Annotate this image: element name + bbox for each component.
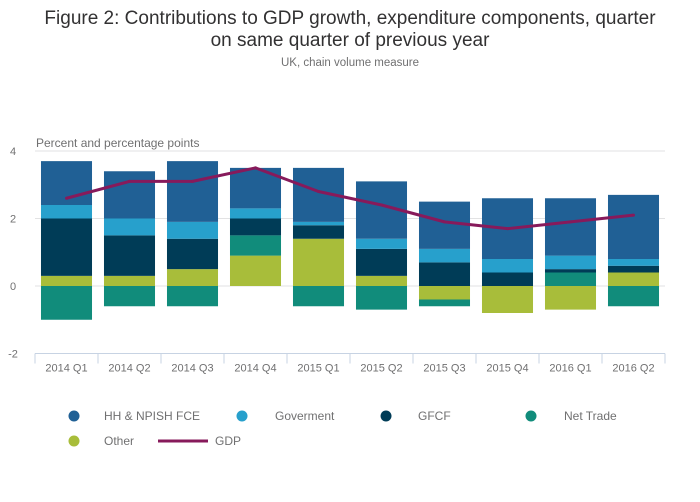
bar-gfcf (355, 248, 408, 276)
bar-gfcf (292, 225, 345, 239)
x-tick-label: 2014 Q2 (108, 363, 150, 375)
bar-gfcf (481, 272, 534, 286)
bar-net-trade (418, 299, 471, 307)
y-tick-label: 4 (10, 146, 16, 158)
legend-item-hh-npish-fce: HH & NPISH FCE (68, 409, 200, 423)
legend-label: GFCF (418, 409, 451, 423)
bar-net-trade (40, 286, 93, 320)
bar-hh-npish-fce (418, 201, 471, 249)
bar-goverment (103, 218, 156, 236)
bar-other (292, 238, 345, 286)
bar-gfcf (103, 235, 156, 276)
bar-other (481, 286, 534, 313)
bar-goverment (355, 238, 408, 249)
bar-other (229, 255, 282, 286)
bar-gfcf (229, 218, 282, 236)
legend-label: GDP (215, 434, 241, 448)
legend-item-gfcf: GFCF (380, 409, 451, 423)
gdp-point (380, 203, 383, 207)
x-tick-label: 2016 Q1 (549, 363, 591, 375)
bar-net-trade (229, 235, 282, 256)
legend-label: Goverment (275, 409, 335, 423)
bar-other (103, 275, 156, 286)
gdp-point (506, 227, 509, 231)
bar-goverment (607, 259, 660, 266)
bar-net-trade (103, 286, 156, 307)
x-tick-label: 2014 Q4 (234, 363, 276, 375)
bar-net-trade (292, 286, 345, 307)
gdp-point (569, 220, 572, 224)
bar-hh-npish-fce (103, 171, 156, 219)
legend-marker-icon (68, 410, 80, 422)
legend-label: HH & NPISH FCE (104, 409, 200, 423)
legend-item-net-trade: Net Trade (525, 409, 617, 423)
legend-marker-icon (236, 410, 248, 422)
x-tick-label: 2015 Q2 (360, 363, 402, 375)
bar-hh-npish-fce (544, 198, 597, 256)
bar-other (355, 275, 408, 286)
bar-gfcf (40, 218, 93, 276)
legend-marker-icon (68, 435, 80, 447)
legend-marker-icon (380, 410, 392, 422)
bar-other (418, 286, 471, 300)
gdp-point (317, 190, 320, 193)
bar-net-trade (544, 272, 597, 286)
chart-subtitle: UK, chain volume measure (280, 57, 420, 69)
bar-goverment (418, 248, 471, 263)
x-tick-label: 2015 Q1 (297, 363, 339, 375)
gdp-point (632, 213, 635, 217)
y-axis-label: Percent and percentage points (36, 136, 199, 150)
bar-gfcf (607, 265, 660, 273)
bar-other (166, 269, 219, 286)
bar-goverment (481, 259, 534, 273)
bar-gfcf (166, 238, 219, 270)
legend-item-other: Other (68, 434, 134, 448)
bar-goverment (292, 221, 345, 226)
bar-goverment (544, 255, 597, 270)
bar-other (40, 275, 93, 286)
legend-item-gdp: GDP (158, 434, 241, 448)
y-tick-label: 2 (10, 214, 16, 226)
x-tick-label: 2014 Q3 (171, 363, 213, 375)
x-tick-label: 2015 Q3 (423, 363, 465, 375)
bar-net-trade (607, 286, 660, 307)
chart-title: Figure 2: Contributions to GDP growth, e… (44, 8, 656, 51)
gdp-point (443, 220, 446, 224)
y-tick-label: -2 (8, 349, 18, 361)
legend-marker-icon (525, 410, 537, 422)
legend-item-goverment: Goverment (236, 409, 335, 423)
bar-net-trade (355, 286, 408, 310)
bar-hh-npish-fce (607, 194, 660, 259)
bar-hh-npish-fce (166, 161, 219, 222)
bar-goverment (229, 208, 282, 219)
bar-goverment (166, 221, 219, 239)
bar-gfcf (544, 269, 597, 273)
gdp-point (128, 179, 131, 183)
bar-goverment (40, 205, 93, 219)
bar-net-trade (166, 286, 219, 307)
bar-other (607, 272, 660, 286)
x-tick-label: 2015 Q4 (486, 363, 528, 375)
x-tick-label: 2016 Q2 (612, 363, 654, 375)
y-tick-label: 0 (10, 281, 16, 293)
legend-label: Other (104, 434, 134, 448)
gdp-point (191, 179, 194, 183)
gdp-point (254, 166, 257, 170)
bar-gfcf (418, 262, 471, 286)
gdp-point (65, 196, 68, 200)
gdp-line (66, 166, 634, 231)
x-tick-label: 2014 Q1 (45, 363, 87, 375)
bar-other (544, 286, 597, 310)
legend-label: Net Trade (564, 409, 617, 423)
